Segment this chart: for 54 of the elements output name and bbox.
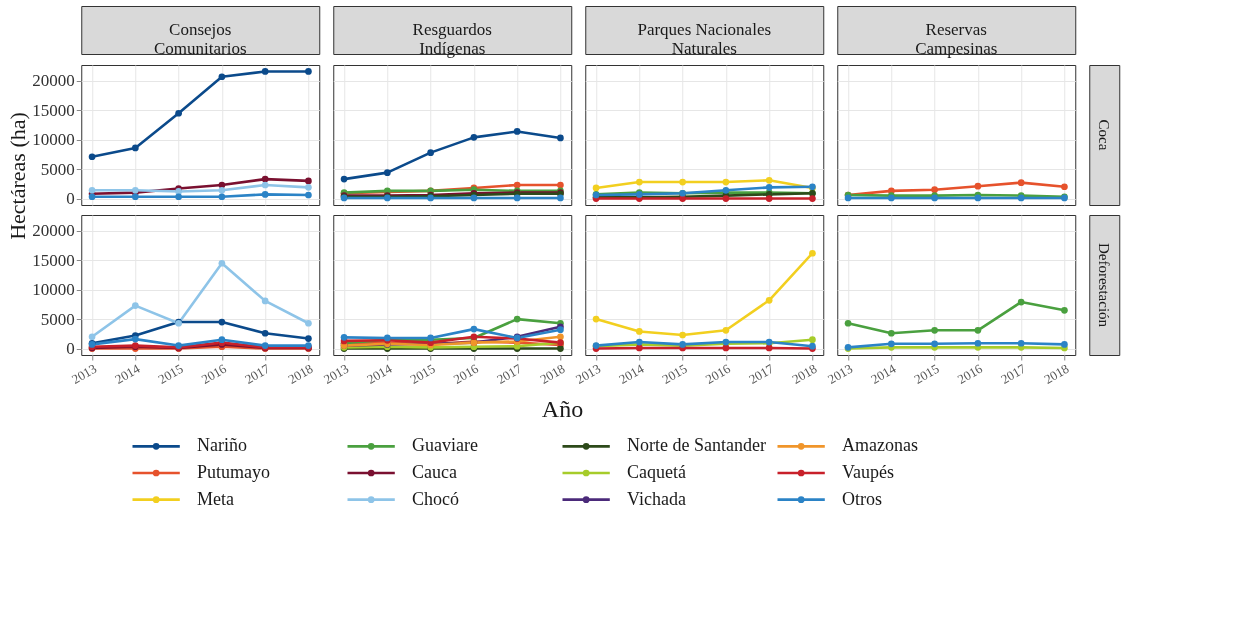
- legend-label: Nariño: [197, 435, 247, 456]
- x-tick-label: 2017: [494, 360, 525, 387]
- legend-label: Meta: [197, 488, 234, 509]
- x-tick-label: 2015: [659, 360, 690, 387]
- x-tick-label: 2015: [155, 360, 186, 387]
- x-tick-label: 2017: [998, 360, 1029, 387]
- y-tick-label: 0: [66, 339, 75, 359]
- x-tick-label: 2015: [407, 360, 438, 387]
- legend-label: Vichada: [627, 488, 686, 509]
- y-tick-label: 20000: [32, 221, 75, 241]
- x-tick-label: 2014: [112, 360, 143, 387]
- x-tick-label: 2016: [702, 360, 734, 387]
- y2-axis-title: Deforestación: [1096, 242, 1113, 328]
- x-tick-label: 2018: [1041, 360, 1072, 387]
- legend-label: Otros: [842, 488, 882, 509]
- x-tick-label: 2014: [616, 360, 647, 387]
- chart-title: Resguardos Indígenas: [412, 20, 492, 58]
- x-tick-label: 2016: [198, 360, 230, 387]
- y-tick-label: 15000: [32, 250, 75, 270]
- x-tick-label: 2013: [69, 360, 100, 387]
- x-tick-label: 2014: [868, 360, 899, 387]
- x-tick-label: 2018: [285, 360, 316, 387]
- x-tick-label: 2017: [746, 360, 777, 387]
- chart-title: Parques Nacionales Naturales: [637, 20, 772, 58]
- chart-title: Consejos Comunitarios: [153, 20, 247, 58]
- x-tick-label: 2013: [573, 360, 604, 387]
- x-tick-label: 2014: [364, 360, 395, 387]
- y-tick-label: 15000: [32, 100, 75, 120]
- y-axis-title: Hectáreas (ha): [5, 112, 31, 240]
- x-tick-label: 2016: [450, 360, 482, 387]
- y2-axis-title: Coca: [1096, 119, 1113, 151]
- x-tick-label: 2018: [789, 360, 820, 387]
- legend-label: Guaviare: [412, 435, 478, 456]
- legend-label: Vaupés: [842, 462, 894, 482]
- x-axis-title: Año: [541, 396, 584, 422]
- legend-label: Cauca: [412, 462, 457, 482]
- y-tick-label: 10000: [32, 280, 75, 300]
- y-tick-label: 20000: [32, 71, 75, 91]
- x-tick-label: 2017: [242, 360, 273, 387]
- y-tick-label: 0: [66, 189, 75, 209]
- x-tick-label: 2018: [537, 360, 568, 387]
- legend-label: Putumayo: [197, 462, 271, 482]
- x-tick-label: 2016: [954, 360, 986, 387]
- x-tick-label: 2013: [321, 360, 352, 387]
- legend-label: Caquetá: [627, 462, 686, 482]
- x-tick-label: 2013: [825, 360, 856, 387]
- legend-label: Chocó: [412, 488, 459, 509]
- x-tick-label: 2015: [911, 360, 942, 387]
- legend-label: Amazonas: [842, 435, 918, 456]
- chart-title: Reservas Campesinas: [915, 20, 998, 58]
- legend-label: Norte de Santander: [627, 435, 766, 456]
- y-tick-label: 5000: [40, 309, 75, 329]
- y-tick-label: 5000: [40, 159, 75, 179]
- y-tick-label: 10000: [32, 130, 75, 150]
